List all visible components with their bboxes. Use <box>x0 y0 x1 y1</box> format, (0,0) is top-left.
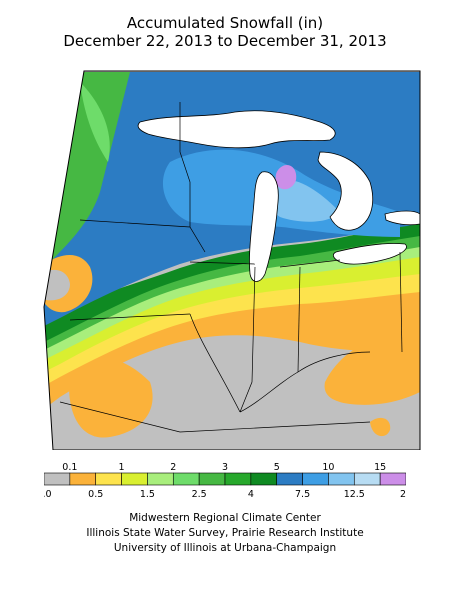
shade-yellow-band <box>44 262 420 388</box>
legend-swatch <box>95 472 122 486</box>
legend-bottom-labels: 0.0 0.5 1.5 2.5 4 7.5 12.5 20 <box>44 489 406 500</box>
shade-purple-mi <box>275 165 297 190</box>
legend-swatch <box>198 472 226 486</box>
shade-orange-band <box>44 274 420 412</box>
legend-bottom-label: 1.5 <box>140 489 155 500</box>
legend-top-label: 15 <box>374 462 386 473</box>
legend-swatch <box>44 472 71 486</box>
border-mi-in <box>279 259 341 268</box>
great-lakes <box>137 110 421 282</box>
legend-bottom-label: 7.5 <box>295 489 310 500</box>
credit-isws: Illinois State Water Survey, Prairie Res… <box>86 527 364 539</box>
legend-swatch <box>250 472 278 486</box>
map-outline <box>43 70 421 450</box>
border-il-in <box>239 266 256 413</box>
snowfall-map <box>43 70 421 450</box>
border-mn-wi <box>179 102 206 253</box>
border-ky-tn <box>179 421 371 433</box>
legend-bottom-label: 0.0 <box>44 489 52 500</box>
border-mo-ar <box>59 401 181 433</box>
credit-uiuc: University of Illinois at Urbana-Champai… <box>113 542 337 554</box>
legend-bottom-label: 2.5 <box>192 489 207 500</box>
legend-swatch <box>172 472 200 486</box>
lake-huron <box>317 151 374 231</box>
legend-swatch <box>121 472 148 486</box>
legend-top-label: 0.1 <box>62 462 77 473</box>
legend-swatch <box>353 472 381 486</box>
state-borders <box>59 102 403 433</box>
border-ohio-river <box>239 351 371 413</box>
lake-erie <box>332 243 407 265</box>
legend-top-label: 10 <box>322 462 334 473</box>
legend-top-label: 2 <box>170 462 176 473</box>
legend: 0.1 1 2 3 5 10 15 0.0 0.5 1.5 2.5 4 7.5 12.5 20 <box>44 462 406 500</box>
legend-top-labels: 0.1 1 2 3 5 10 15 <box>62 462 386 473</box>
lake-michigan <box>249 171 279 282</box>
legend-top-label: 5 <box>274 462 280 473</box>
legend-bottom-label: 4 <box>248 489 254 500</box>
border-in-oh <box>297 266 301 373</box>
legend-bottom-label: 0.5 <box>88 489 103 500</box>
legend-swatch <box>147 472 174 486</box>
legend-swatch <box>379 472 406 486</box>
shade-ltgreen-west <box>80 82 110 162</box>
legend-swatches <box>44 472 406 486</box>
border-mo-il <box>189 313 241 413</box>
legend-swatch <box>302 472 329 486</box>
border-wi-il <box>189 261 256 265</box>
legend-top-label: 3 <box>222 462 228 473</box>
legend-swatch <box>224 472 252 486</box>
shade-paleblue-mi <box>265 179 340 222</box>
shade-orange-wv <box>370 417 391 437</box>
map-date-range: December 22, 2013 to December 31, 2013 <box>63 32 387 50</box>
border-ia-north <box>79 219 191 228</box>
legend-bottom-label: 20 <box>400 489 406 500</box>
legend-swatch <box>328 472 355 486</box>
credit-mrcc: Midwestern Regional Climate Center <box>129 512 321 524</box>
legend-bottom-label: 12.5 <box>344 489 365 500</box>
shade-lime-band <box>44 252 420 374</box>
map-title: Accumulated Snowfall (in) <box>126 14 324 32</box>
shade-green-west <box>44 72 130 262</box>
lake-superior <box>137 110 336 149</box>
legend-swatch <box>69 472 97 486</box>
border-ia-mo <box>69 313 191 321</box>
legend-top-label: 1 <box>119 462 125 473</box>
legend-swatch <box>276 472 303 486</box>
border-oh-pa <box>399 251 403 353</box>
